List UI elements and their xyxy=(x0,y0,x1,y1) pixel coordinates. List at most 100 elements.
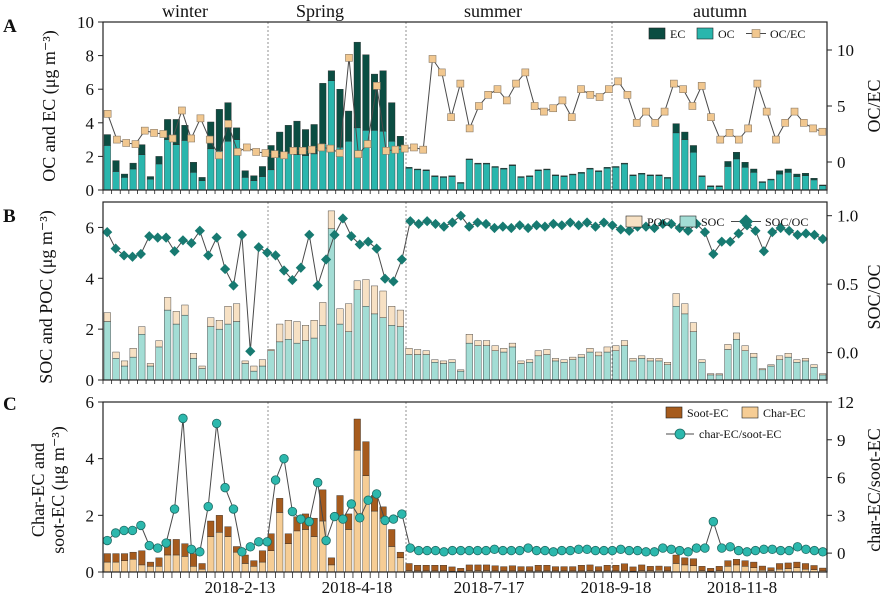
bar-soc xyxy=(474,345,482,381)
y-tick-label: 4 xyxy=(86,450,95,469)
bar-soot-ec xyxy=(767,567,775,571)
bar-oc xyxy=(310,153,318,191)
bar-poc xyxy=(371,285,378,315)
ratio-point xyxy=(818,127,827,136)
ratio-point xyxy=(373,82,381,90)
bar-ec xyxy=(612,166,620,168)
bar-char-ec xyxy=(724,566,732,573)
bar-oc xyxy=(819,185,827,191)
ratio-point xyxy=(670,79,678,88)
y2-tick-label: 6 xyxy=(837,469,846,488)
bar-char-ec xyxy=(155,566,163,573)
season-winter: winter xyxy=(162,1,208,21)
bar-poc xyxy=(353,280,361,290)
bar-soc xyxy=(776,359,784,381)
bar-soc xyxy=(172,323,180,381)
bar-ec xyxy=(767,178,775,181)
bar-oc xyxy=(138,154,146,191)
bar-poc xyxy=(379,290,387,318)
bar-oc xyxy=(422,170,430,191)
bar-ec xyxy=(741,162,749,168)
bar-oc xyxy=(569,174,577,191)
bar-poc xyxy=(655,358,663,362)
bar-poc xyxy=(276,323,284,343)
bar-soc xyxy=(793,362,801,381)
bar-soc xyxy=(758,369,766,381)
bar-char-ec xyxy=(190,566,197,573)
y-tick-label: 0 xyxy=(86,181,95,200)
ratio-point xyxy=(725,129,734,137)
bar-soc xyxy=(767,365,775,381)
ratio-point xyxy=(465,124,474,133)
bar-ec xyxy=(664,177,672,179)
ratio-point xyxy=(640,221,652,232)
ratio-point xyxy=(102,535,112,546)
ratio-point xyxy=(298,147,307,155)
bar-ec xyxy=(198,177,206,181)
ratio-point xyxy=(758,246,769,257)
bar-soc xyxy=(310,337,318,381)
ratio-point xyxy=(391,145,400,154)
panel-b-legend: POC SOC SOC/OC xyxy=(625,214,808,229)
ratio-point xyxy=(169,504,180,514)
bar-ec xyxy=(276,131,284,158)
y-tick-label: 2 xyxy=(86,506,95,525)
bar-ec xyxy=(577,172,585,174)
bar-soot-ec xyxy=(414,565,422,572)
bar-soot-ec xyxy=(138,550,146,566)
bar-ec xyxy=(526,175,534,177)
bar-ec xyxy=(241,170,249,178)
bar-oc xyxy=(586,168,594,191)
bar-soot-ec xyxy=(362,441,370,476)
ratio-point xyxy=(203,250,214,261)
bar-poc xyxy=(465,334,473,344)
ratio-point xyxy=(136,520,146,531)
bar-char-ec xyxy=(336,515,344,573)
bar-ec xyxy=(793,173,801,177)
bar-soot-ec xyxy=(258,550,266,563)
ratio-point xyxy=(397,509,407,519)
bar-soot-ec xyxy=(422,565,430,572)
bar-poc xyxy=(310,320,318,339)
x-tick-label-2: 2018-4-18 xyxy=(322,578,393,597)
ratio-point xyxy=(380,515,390,526)
x-tick-label-4: 2018-9-18 xyxy=(581,578,652,597)
bar-poc xyxy=(250,365,258,372)
bar-soc xyxy=(681,313,689,381)
bar-poc xyxy=(483,340,491,346)
ratio-point xyxy=(326,144,335,153)
ratio-point xyxy=(683,225,694,236)
bar-soc xyxy=(241,363,249,381)
ratio-point xyxy=(400,144,409,153)
bar-ec xyxy=(560,175,568,177)
bar-soc xyxy=(190,358,197,381)
bar-ec xyxy=(715,185,723,187)
ratio-point xyxy=(337,213,348,224)
bar-oc xyxy=(241,177,249,191)
bar-soot-ec xyxy=(638,564,646,571)
bar-oc xyxy=(620,163,628,191)
ratio-point xyxy=(308,145,316,154)
ratio-point xyxy=(623,91,632,99)
bar-soc xyxy=(224,323,232,381)
ratio-point xyxy=(144,540,155,551)
bar-oc xyxy=(526,176,534,191)
legend-ratio-label: char-EC/soot-EC xyxy=(699,427,781,441)
bar-ec xyxy=(784,168,792,173)
bar-ec xyxy=(138,144,146,155)
bar-char-ec xyxy=(345,529,353,573)
bar-ec xyxy=(689,145,697,153)
ratio-point xyxy=(809,545,820,556)
bar-ec xyxy=(112,160,120,172)
ratio-point xyxy=(178,413,188,424)
bar-ec xyxy=(681,131,689,140)
ratio-point xyxy=(413,545,424,556)
bar-soc xyxy=(741,350,749,381)
ratio-point xyxy=(679,85,687,93)
bar-oc xyxy=(103,145,111,191)
bar-oc xyxy=(112,171,120,191)
ratio-point xyxy=(642,107,650,116)
bar-soc xyxy=(638,358,646,381)
ratio-point xyxy=(422,545,432,556)
